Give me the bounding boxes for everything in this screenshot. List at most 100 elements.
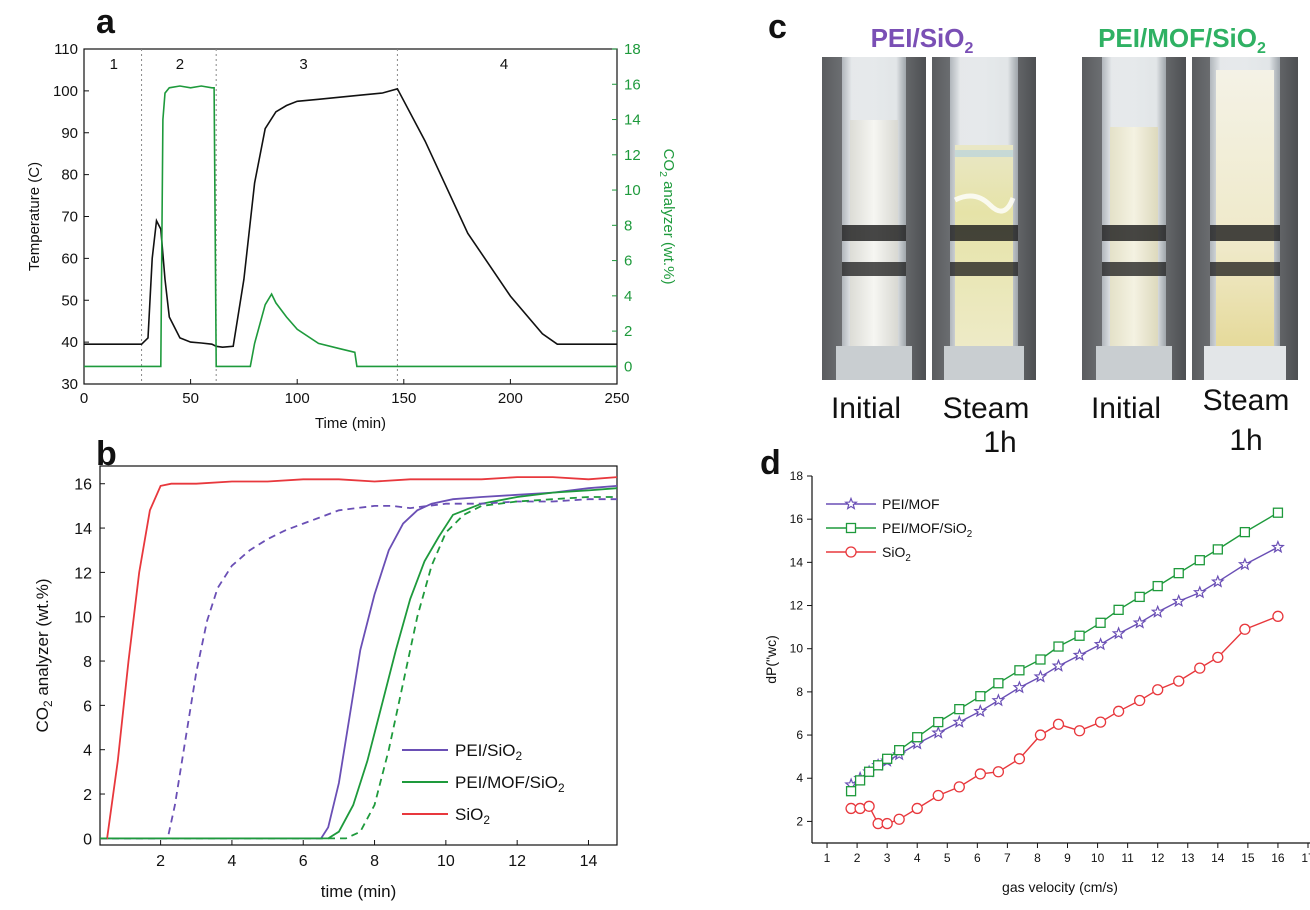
plot-frame bbox=[99, 465, 618, 846]
photo-caption-4: Steam bbox=[1203, 384, 1290, 417]
series-line bbox=[100, 476, 618, 840]
series-line bbox=[84, 87, 617, 349]
photo-caption-1: Initial bbox=[831, 392, 901, 425]
photo-group1-title: PEI/SiO2 bbox=[871, 23, 974, 57]
data-point bbox=[1272, 610, 1284, 622]
y2-tick-label: 14 bbox=[624, 112, 641, 129]
data-point bbox=[953, 781, 965, 793]
data-point bbox=[1033, 669, 1048, 683]
x-tick-label: 10 bbox=[437, 853, 455, 870]
panel-label-b: b bbox=[96, 435, 117, 473]
chart-a: 0 50 100 150 200 2503040506070809010011002468… bbox=[26, 41, 677, 432]
y-tick-label: 4 bbox=[83, 743, 92, 760]
data-point bbox=[1239, 623, 1251, 635]
data-point bbox=[1034, 729, 1047, 741]
series-line bbox=[851, 615, 1279, 825]
y-tick-label: 90 bbox=[61, 125, 78, 142]
chart-b: 2 4 6 8 10 12 14 0 2 4 6 8 10 12 14 16 PEI/SiO2 PEI/MOF/S… bbox=[33, 465, 618, 901]
y2-tick-label: 6 bbox=[624, 253, 632, 270]
stage-label: 4 bbox=[500, 56, 508, 73]
y2-tick-label: 16 bbox=[624, 76, 641, 93]
x-axis-label: time (min) bbox=[321, 882, 397, 901]
series-line bbox=[100, 485, 618, 840]
x-tick-label: 0 bbox=[80, 390, 88, 407]
y-tick-label: 16 bbox=[74, 477, 92, 494]
legend-label: SiO2 bbox=[882, 544, 911, 564]
y2-tick-label: 18 bbox=[624, 41, 641, 58]
y-tick-label: 8 bbox=[796, 685, 803, 699]
data-point bbox=[911, 802, 923, 815]
data-point bbox=[1052, 718, 1065, 730]
x-tick-label: 16 bbox=[1271, 851, 1285, 865]
x-tick-label: 12 bbox=[1151, 851, 1165, 865]
series-line bbox=[100, 487, 618, 840]
data-point bbox=[863, 800, 875, 812]
x-tick-label: 7 bbox=[1004, 851, 1011, 865]
x-tick-label: 17 bbox=[1301, 851, 1310, 865]
x-axis-label: Time (min) bbox=[315, 415, 386, 432]
y2-tick-label: 2 bbox=[624, 323, 632, 340]
data-point bbox=[881, 817, 893, 830]
x-tick-label: 15 bbox=[1241, 851, 1255, 865]
photo-caption-2: Steam bbox=[943, 392, 1030, 425]
data-point bbox=[1173, 675, 1185, 687]
data-point bbox=[854, 802, 866, 815]
data-point bbox=[931, 725, 946, 739]
y-tick-label: 14 bbox=[790, 555, 804, 569]
photo-group2-title: PEI/MOF/SiO2 bbox=[1098, 23, 1266, 57]
y-tick-label: 2 bbox=[83, 787, 92, 804]
y-tick-label: 6 bbox=[83, 698, 92, 715]
data-point bbox=[1194, 662, 1206, 674]
data-point bbox=[1134, 591, 1145, 603]
y-tick-label: 12 bbox=[74, 565, 92, 582]
data-point bbox=[933, 716, 944, 728]
y-tick-label: 10 bbox=[790, 642, 804, 656]
data-point bbox=[1072, 647, 1087, 662]
data-point bbox=[1094, 716, 1107, 728]
data-point bbox=[1134, 694, 1146, 707]
y-tick-label: 18 bbox=[790, 469, 804, 483]
legend-label: PEI/SiO2 bbox=[455, 741, 522, 763]
data-point bbox=[1051, 658, 1066, 672]
data-point bbox=[893, 813, 905, 825]
data-point bbox=[954, 704, 965, 715]
stage-label: 2 bbox=[176, 56, 184, 73]
y-tick-label: 50 bbox=[61, 292, 78, 309]
x-tick-label: 6 bbox=[974, 851, 981, 865]
data-point bbox=[844, 496, 858, 510]
data-point bbox=[932, 789, 944, 802]
data-point bbox=[992, 766, 1005, 778]
data-point bbox=[845, 546, 857, 558]
y2-axis-label: CO2 analyzer (wt.%) bbox=[657, 149, 677, 285]
x-tick-label: 13 bbox=[1181, 851, 1195, 865]
y-tick-label: 2 bbox=[796, 814, 803, 828]
data-point bbox=[1150, 604, 1165, 618]
y-tick-label: 40 bbox=[61, 334, 78, 351]
data-point bbox=[1210, 574, 1225, 588]
chart-d: 123456789101112131415161724681012141618P… bbox=[763, 469, 1310, 895]
legend-label: PEI/MOF bbox=[882, 496, 940, 512]
y-axis-label: CO2 analyzer (wt.%) bbox=[33, 579, 55, 733]
y-tick-label: 6 bbox=[796, 728, 803, 742]
data-point bbox=[872, 760, 884, 771]
x-tick-label: 2 bbox=[156, 853, 165, 870]
y-tick-label: 80 bbox=[61, 167, 78, 184]
y-tick-label: 8 bbox=[83, 654, 92, 671]
data-point bbox=[952, 714, 967, 728]
data-point bbox=[975, 691, 986, 702]
x-tick-label: 1 bbox=[824, 851, 831, 865]
series-line bbox=[850, 546, 1279, 786]
data-point bbox=[1053, 641, 1064, 652]
y-tick-label: 4 bbox=[796, 771, 803, 785]
x-tick-label: 5 bbox=[944, 851, 951, 865]
x-tick-label: 200 bbox=[498, 390, 523, 407]
panel-label-a: a bbox=[96, 3, 116, 41]
data-point bbox=[1152, 580, 1163, 592]
y2-tick-label: 4 bbox=[624, 288, 632, 305]
x-tick-label: 6 bbox=[299, 853, 308, 870]
data-point bbox=[1014, 665, 1025, 676]
data-point bbox=[1173, 567, 1184, 579]
data-point bbox=[845, 522, 857, 534]
data-point bbox=[974, 768, 986, 780]
data-point bbox=[1112, 705, 1125, 717]
